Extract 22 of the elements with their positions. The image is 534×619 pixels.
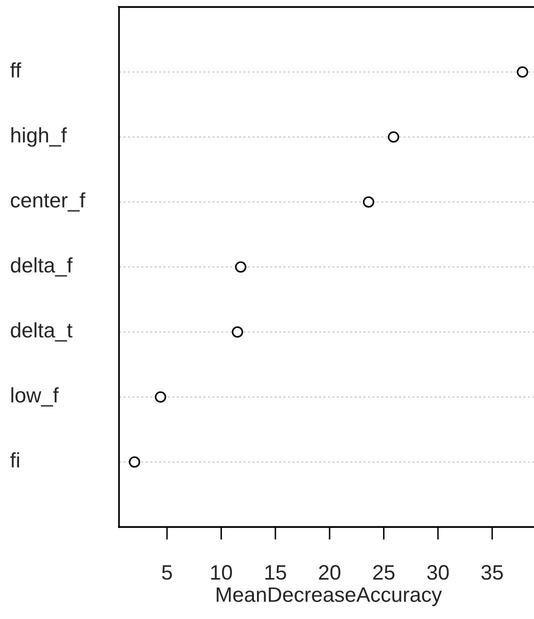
x-tick-label: 25 [373,565,394,580]
point [388,131,400,143]
x-tick-label: 5 [162,565,172,580]
y-tick-label: ff [10,62,22,78]
y-tick-label: center_f [10,192,86,212]
x-axis-title: MeanDecreaseAccuracy [216,587,442,606]
x-tick-label: 30 [427,565,449,580]
point [232,326,244,338]
x-tick-label: 10 [211,565,232,580]
point [235,261,246,273]
y-tick-label: low_f [11,387,59,407]
point [362,196,374,208]
y-tick-label: delta_f [10,257,73,277]
y-tick-label: high_f [11,127,67,147]
point [154,391,166,403]
x-tick-label: 35 [481,565,503,580]
x-tick-label: 20 [319,565,340,580]
y-tick-label: fi [10,452,20,468]
point [516,66,528,78]
y-tick-label: delta_t [10,322,72,342]
point [128,456,140,468]
x-tick-label: 15 [265,565,286,580]
